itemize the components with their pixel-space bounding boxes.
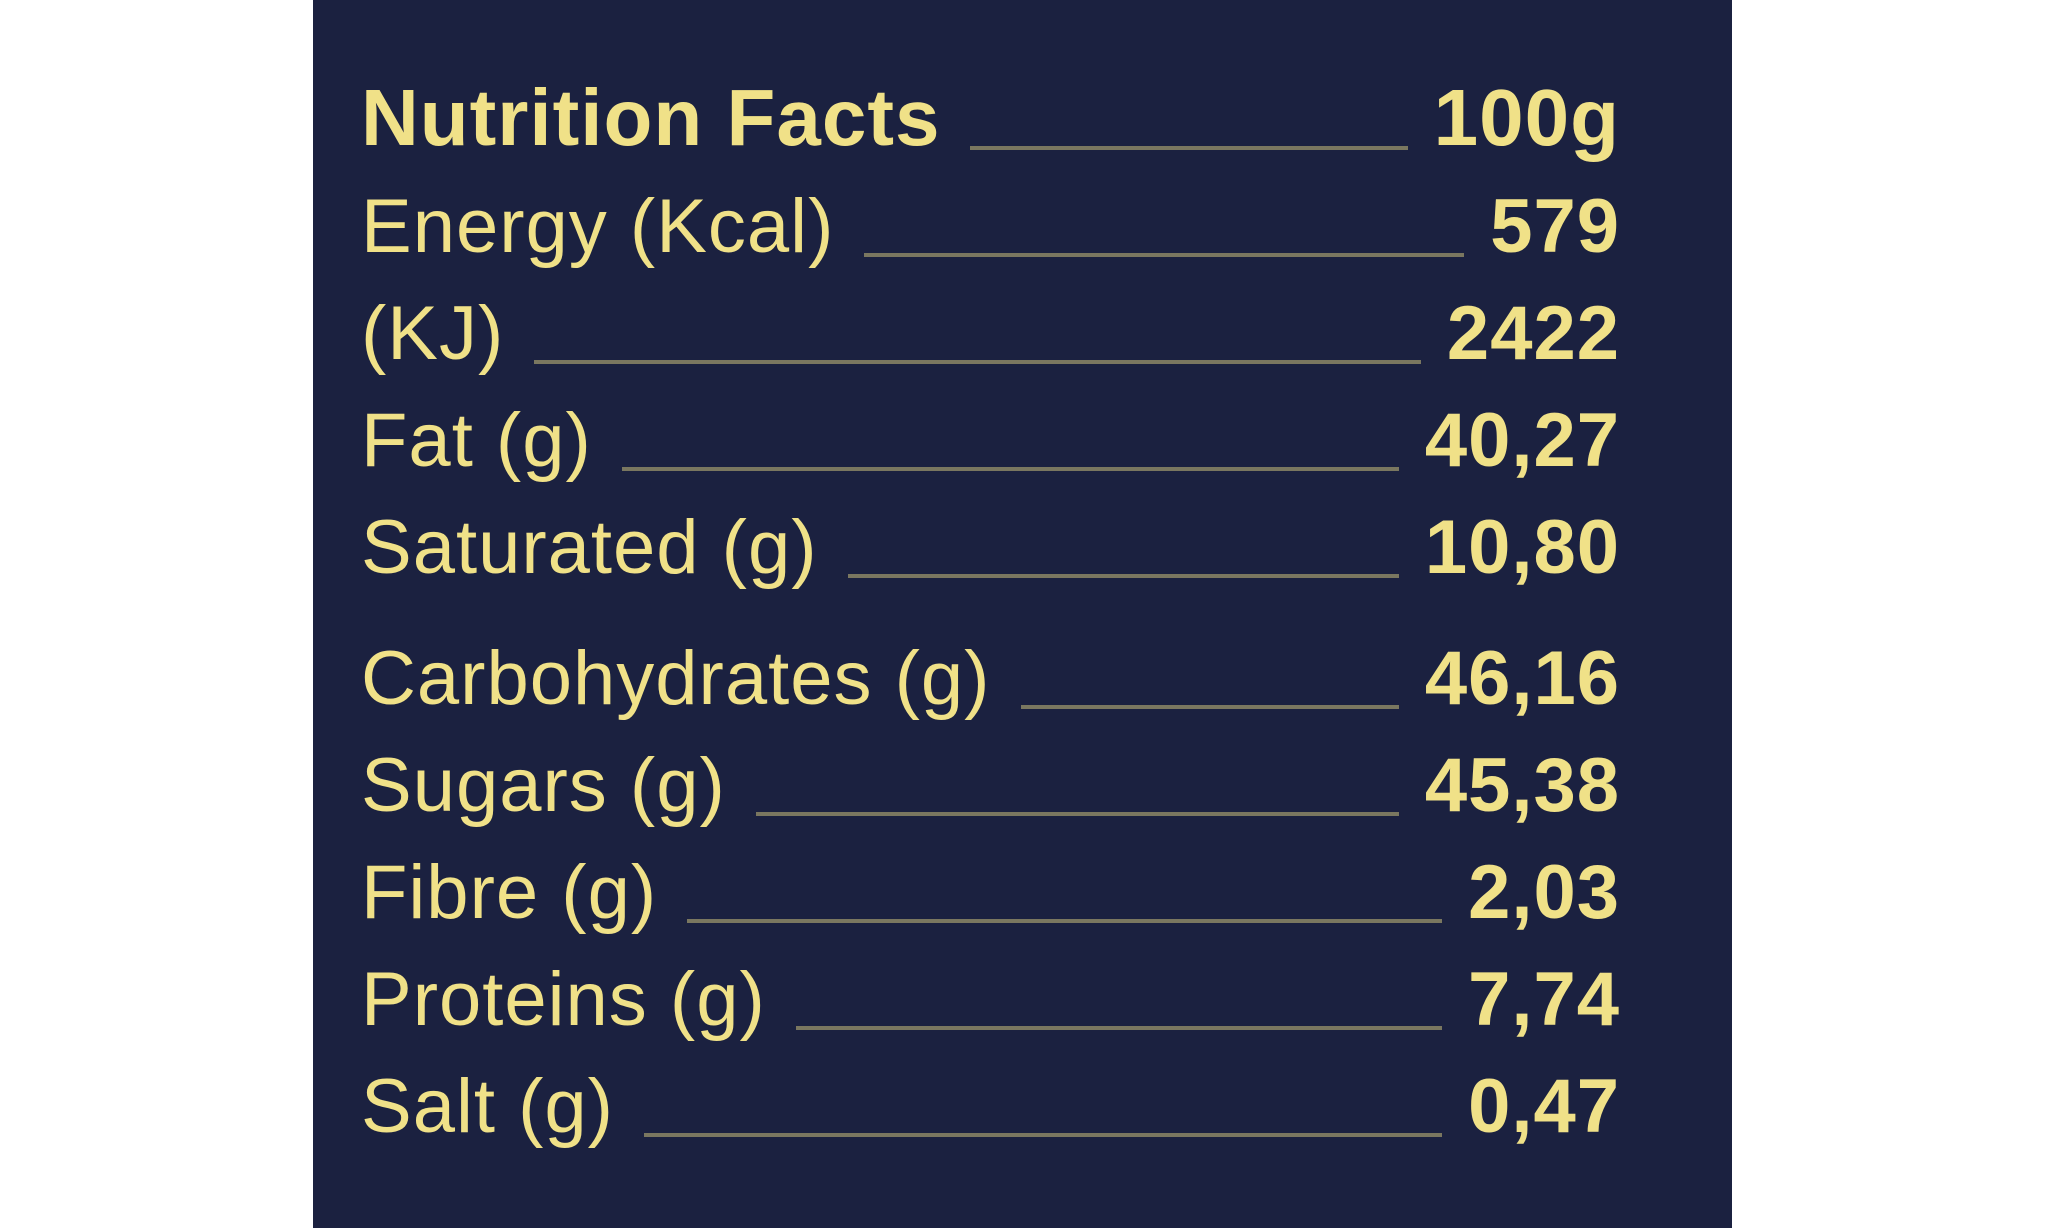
- nutrition-row: Fat (g) 40,27: [361, 374, 1620, 481]
- nutrient-value: 100g: [1433, 73, 1620, 162]
- nutrient-label: Fibre (g): [361, 850, 658, 936]
- nutrient-value: 40,27: [1424, 398, 1620, 484]
- leader-line: [795, 1026, 1443, 1030]
- nutrition-row: Fibre (g) 2,03: [361, 826, 1620, 933]
- nutrient-value: 46,16: [1424, 636, 1620, 722]
- nutrient-value: 45,38: [1424, 743, 1620, 829]
- nutrition-row: Sugars (g) 45,38: [361, 719, 1620, 826]
- nutrition-row: Carbohydrates (g) 46,16: [361, 612, 1620, 719]
- nutrition-row: Proteins (g) 7,74: [361, 933, 1620, 1040]
- leader-line: [687, 919, 1443, 923]
- nutrient-label: Carbohydrates (g): [361, 636, 991, 722]
- nutrition-row: Salt (g) 0,47: [361, 1040, 1620, 1147]
- nutrition-row: Energy (Kcal) 579: [361, 160, 1620, 267]
- nutrient-value: 2,03: [1468, 850, 1620, 936]
- leader-line: [1020, 705, 1399, 709]
- leader-line: [621, 467, 1399, 471]
- nutrient-value: 579: [1490, 184, 1620, 270]
- nutrient-value: 10,80: [1424, 505, 1620, 591]
- nutrient-label: Salt (g): [361, 1064, 614, 1150]
- nutrient-label: Saturated (g): [361, 505, 818, 591]
- nutrient-label: (KJ): [361, 291, 505, 377]
- nutrition-row: Saturated (g) 10,80: [361, 481, 1620, 588]
- nutrient-label: Nutrition Facts: [361, 73, 941, 162]
- leader-line: [755, 812, 1399, 816]
- nutrient-label: Energy (Kcal): [361, 184, 835, 270]
- leader-line: [970, 146, 1408, 150]
- leader-line: [643, 1133, 1443, 1137]
- nutrition-panel: Nutrition Facts 100g Energy (Kcal) 579 (…: [313, 0, 1732, 1228]
- nutrient-value: 0,47: [1468, 1064, 1620, 1150]
- nutrition-row: Nutrition Facts 100g: [361, 44, 1620, 160]
- leader-line: [847, 574, 1399, 578]
- nutrient-value: 7,74: [1468, 957, 1620, 1043]
- nutrient-label: Fat (g): [361, 398, 592, 484]
- nutrient-value: 2422: [1446, 291, 1620, 377]
- nutrient-label: Proteins (g): [361, 957, 766, 1043]
- nutrition-row: (KJ) 2422: [361, 267, 1620, 374]
- nutrient-label: Sugars (g): [361, 743, 726, 829]
- leader-line: [864, 253, 1465, 257]
- leader-line: [534, 360, 1421, 364]
